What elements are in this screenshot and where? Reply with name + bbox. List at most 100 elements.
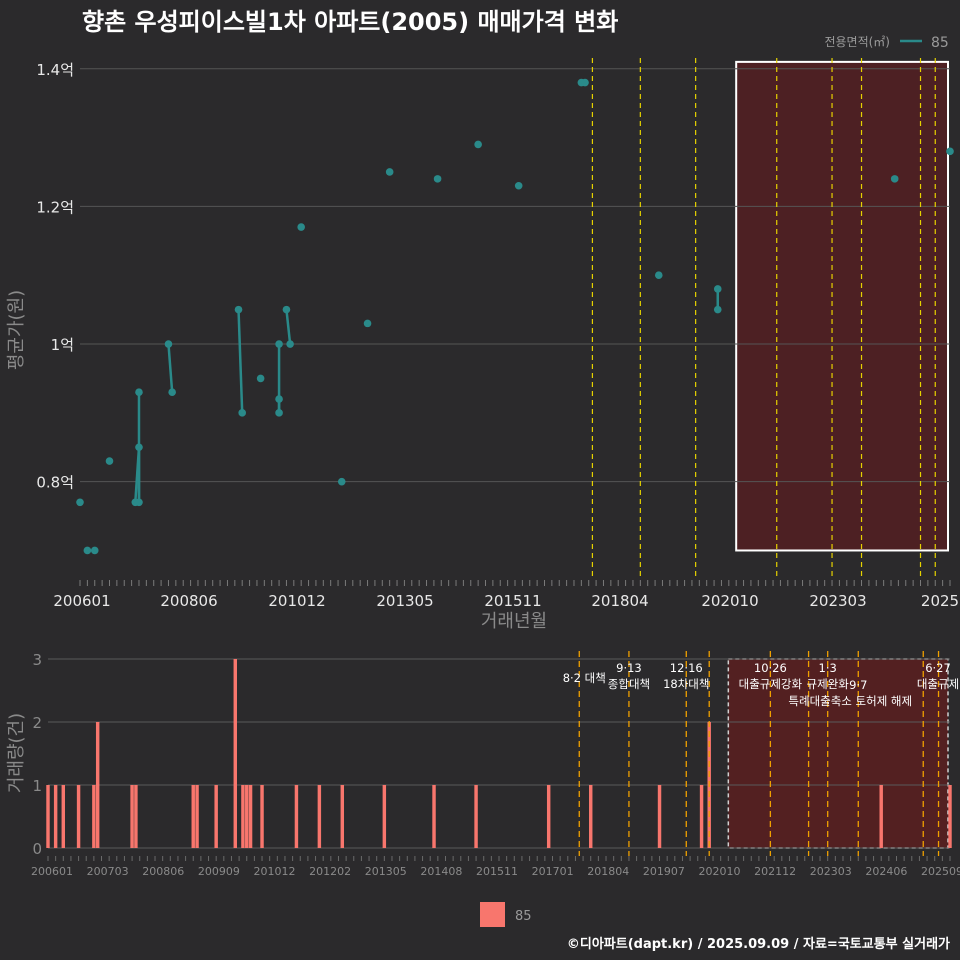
volume-x-tick-label: 201408 [420,865,462,878]
volume-x-tick-label: 202303 [810,865,852,878]
price-segment [167,343,174,393]
chart-title: 향촌 우성피이스빌1차 아파트(2005) 매매가격 변화 [82,8,618,36]
price-point [135,443,143,452]
price-y-axis-label: 평균가(원) [6,290,27,370]
price-series [76,78,954,555]
price-point [337,477,346,486]
volume-bar [92,785,96,848]
volume-x-tick-label: 201305 [365,865,407,878]
price-point [654,271,663,280]
volume-bar [948,785,952,848]
volume-bar [53,785,58,848]
volume-policy-label: 8·2 대책 [563,671,606,685]
volume-axes: 0 1 2 3 200601 200703 200806 200909 201012 201202… [31,651,960,878]
volume-bar [546,785,551,848]
price-highlight-box [735,60,950,552]
legend-title: 전용면적(㎡) [824,35,890,49]
volume-policy-lines: 8·2 대책 9·13 종합대책 12·16 18차대책 10·26 대출규제강화 1·3 규제… [563,651,959,856]
price-point [90,546,99,555]
price-point [713,285,722,293]
price-y-tick-label: 1.2억 [36,198,74,216]
volume-x-tick-label: 201202 [309,865,351,878]
volume-bar [474,785,478,848]
price-point [135,388,143,396]
volume-legend-series-label: 85 [515,909,532,924]
volume-x-tick-label: 201907 [643,865,685,878]
price-point [275,340,283,348]
price-point [105,457,114,465]
price-x-tick-label: 201012 [268,592,325,610]
volume-bars [46,659,952,848]
volume-bar [699,785,704,848]
volume-y-tick-label: 1 [32,777,42,795]
price-point [286,340,294,348]
price-x-tick-label: 201511 [484,592,541,610]
price-point [168,388,176,396]
policy-label-line: 대출규제 [917,677,959,691]
volume-x-tick-label: 202406 [865,865,907,878]
price-x-tick-label: 2025 [921,592,959,610]
volume-bar [589,785,593,848]
volume-bar [61,785,66,848]
volume-y-tick-label: 0 [32,840,42,858]
volume-y-tick-label: 2 [32,714,42,732]
price-point [76,498,84,507]
volume-x-tick-label: 202509 [921,865,960,878]
policy-label-line: 규제완화 [807,677,850,691]
price-x-tick-label: 201804 [591,592,648,610]
volume-policy-label: 9·13 종합대책 [608,661,650,691]
price-grid [80,68,950,483]
price-point [363,319,372,328]
footer-credit: ©디아파트(dapt.kr) / 2025.09.09 / 자료=국토교통부 실… [567,936,950,952]
policy-label-line: 1·3 [819,661,837,675]
price-x-tick-label: 202303 [809,592,866,610]
volume-bar [248,785,253,848]
price-point [946,147,954,156]
volume-bar [195,785,199,848]
price-point [474,140,482,149]
price-point [713,305,722,314]
volume-x-tick-label: 202112 [754,865,796,878]
volume-bar [879,785,883,848]
volume-bar [245,785,249,848]
volume-bar [382,785,387,848]
price-point [83,546,92,555]
volume-x-tick-label: 201804 [587,865,629,878]
price-segment [237,309,244,413]
price-x-tick-label: 202010 [701,592,758,610]
policy-label-line: 12·16 [670,661,703,675]
volume-x-tick-label: 200703 [87,865,129,878]
volume-x-tick-label: 200601 [31,865,73,878]
volume-bar [241,785,245,848]
price-point [164,340,173,348]
volume-policy-label: 6·27 대출규제 [917,661,959,691]
price-point [385,168,394,176]
volume-policy-label: 9·7 특례대출축소 토허제 해제 [788,678,912,708]
policy-label-line: 9·13 [616,661,642,675]
price-y-tick-label: 0.8억 [36,474,74,492]
price-x-tick-label: 200601 [53,592,110,610]
price-point [135,498,143,507]
volume-bar [317,785,322,848]
volume-bar [233,659,237,848]
price-point [275,409,283,417]
policy-label-line: 대출규제강화 [739,677,803,691]
top-highlight-layer [735,60,950,552]
volume-x-tick-label: 200806 [142,865,184,878]
price-point [581,78,589,87]
volume-bar [657,785,662,848]
volume-bar [130,785,134,848]
volume-bar [95,722,100,848]
policy-label-line: 18차대책 [663,677,709,691]
volume-legend: 85 [480,902,532,927]
price-point [234,305,243,314]
volume-bar [46,785,50,848]
price-point [297,223,305,231]
volume-policy-label: 1·3 규제완화 [807,661,850,691]
volume-bar [260,785,264,848]
policy-label-line: 9·7 [849,678,867,692]
volume-bar [214,785,218,848]
price-point [282,305,291,314]
policy-label-line: 6·27 [925,661,951,675]
